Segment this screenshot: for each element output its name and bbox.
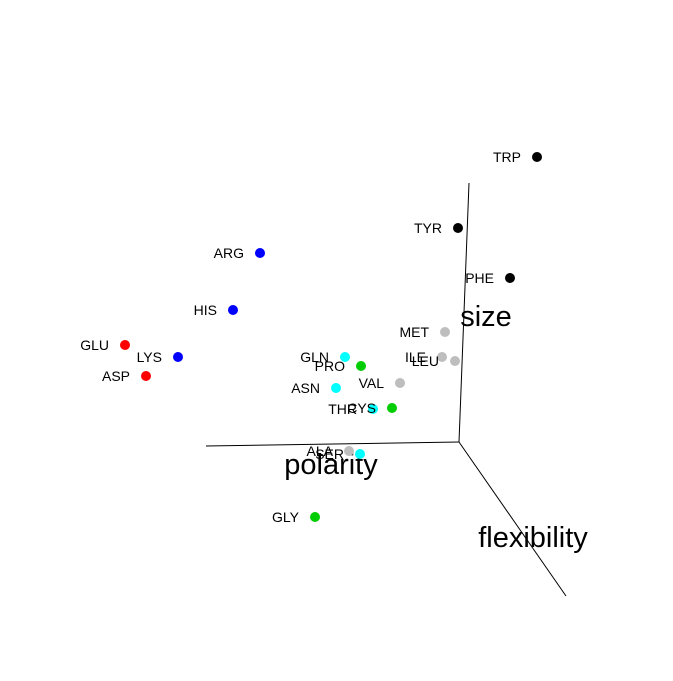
point-val <box>395 378 405 388</box>
point-pro <box>356 361 366 371</box>
point-asn <box>331 383 341 393</box>
point-label-his: HIS <box>194 302 217 318</box>
size-axis-line <box>458 182 470 443</box>
point-ser <box>355 449 365 459</box>
point-label-gly: GLY <box>272 509 300 525</box>
flexibility-axis-line <box>458 441 567 597</box>
point-label-val: VAL <box>359 375 385 391</box>
point-label-leu: LEU <box>412 353 439 369</box>
point-arg <box>255 248 265 258</box>
point-label-glu: GLU <box>80 337 109 353</box>
point-label-tyr: TYR <box>414 220 442 236</box>
point-gln <box>340 352 350 362</box>
point-label-asp: ASP <box>102 368 130 384</box>
point-label-phe: PHE <box>465 270 494 286</box>
point-his <box>228 305 238 315</box>
point-label-thr: THR <box>328 401 357 417</box>
polarity-axis-line <box>205 441 460 447</box>
flexibility-axis-label: flexibility <box>478 522 588 554</box>
size-axis-label: size <box>460 301 512 333</box>
point-label-met: MET <box>399 324 429 340</box>
point-label-asn: ASN <box>291 380 320 396</box>
point-asp <box>141 371 151 381</box>
point-label-arg: ARG <box>214 245 244 261</box>
point-gly <box>310 512 320 522</box>
point-label-ile: ILE <box>405 349 426 365</box>
point-thr <box>368 404 378 414</box>
point-lys <box>173 352 183 362</box>
point-cys <box>387 403 397 413</box>
point-label-ala: ALA <box>307 443 334 459</box>
point-phe <box>505 273 515 283</box>
point-ala <box>344 446 354 456</box>
point-label-ser: SER <box>315 446 344 462</box>
point-label-lys: LYS <box>137 349 162 365</box>
point-label-trp: TRP <box>493 149 521 165</box>
point-glu <box>120 340 130 350</box>
point-tyr <box>453 223 463 233</box>
point-ile <box>437 352 447 362</box>
point-leu <box>450 356 460 366</box>
point-label-pro: PRO <box>315 358 345 374</box>
point-met <box>440 327 450 337</box>
point-label-gln: GLN <box>300 349 329 365</box>
point-label-cys: CYS <box>347 400 376 416</box>
point-trp <box>532 152 542 162</box>
